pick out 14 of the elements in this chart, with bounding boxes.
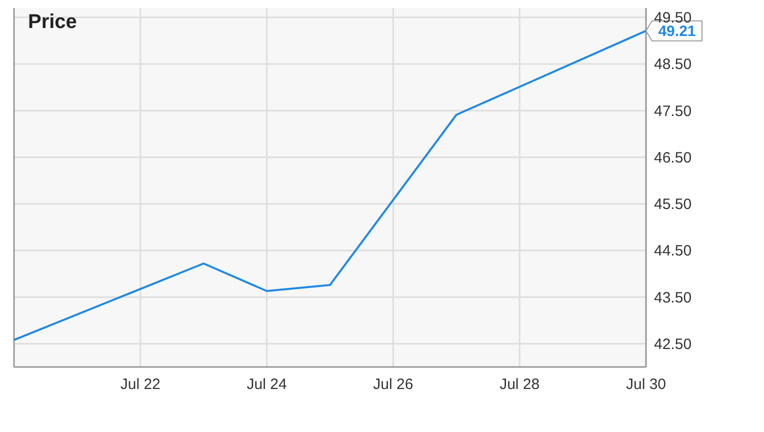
y-tick-label: 48.50 xyxy=(654,56,692,74)
y-tick-label: 42.50 xyxy=(654,336,692,353)
y-tick-label: 44.50 xyxy=(654,242,692,260)
x-tick-label: Jul 22 xyxy=(120,376,160,393)
y-tick-label: 45.50 xyxy=(654,196,692,214)
x-tick-label: Jul 26 xyxy=(373,376,414,393)
y-tick-label: 46.50 xyxy=(654,149,692,166)
x-tick-label: Jul 30 xyxy=(626,376,666,393)
x-tick-label: Jul 28 xyxy=(500,376,540,393)
y-tick-label: 43.50 xyxy=(654,289,692,306)
y-tick-label: 47.50 xyxy=(654,102,692,120)
line-series xyxy=(13,30,647,341)
x-tick-label: Jul 24 xyxy=(246,376,287,393)
chart-title: Price xyxy=(28,11,77,33)
